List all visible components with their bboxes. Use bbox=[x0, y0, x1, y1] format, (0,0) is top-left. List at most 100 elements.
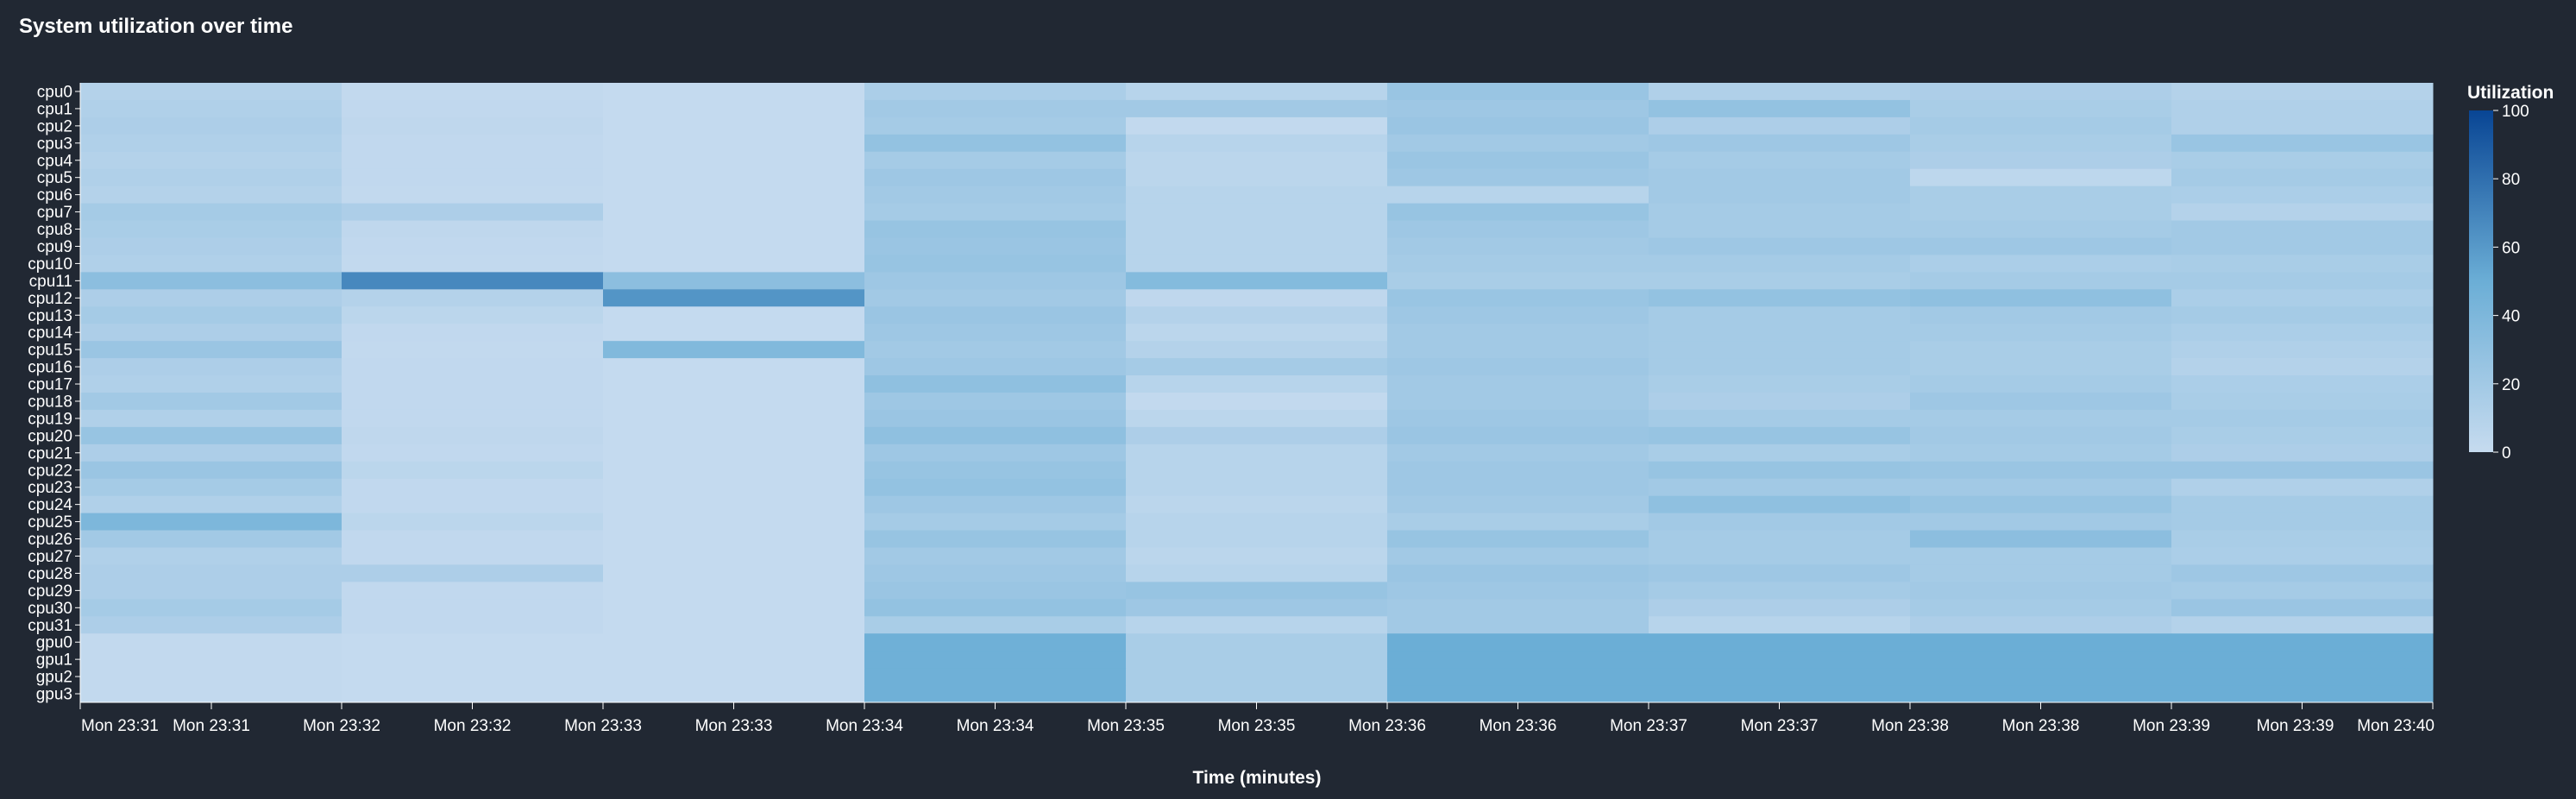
heatmap-cell bbox=[2171, 582, 2434, 600]
heatmap-cell bbox=[342, 409, 604, 428]
heatmap-cell bbox=[2171, 513, 2434, 532]
heatmap-cell bbox=[80, 358, 342, 376]
heatmap-cell bbox=[2171, 668, 2434, 686]
heatmap-cell bbox=[603, 220, 865, 238]
heatmap-cell bbox=[1387, 134, 1649, 153]
heatmap-cell bbox=[603, 83, 865, 101]
heatmap-cell bbox=[1387, 151, 1649, 170]
x-tick-label: Mon 23:32 bbox=[434, 717, 512, 735]
heatmap-cell bbox=[342, 426, 604, 445]
heatmap-cell bbox=[1126, 324, 1388, 342]
heatmap-cell bbox=[603, 186, 865, 204]
y-tick-label: cpu11 bbox=[29, 273, 72, 291]
y-tick-label: cpu9 bbox=[37, 238, 72, 256]
heatmap-cell bbox=[342, 272, 604, 290]
y-tick-label: cpu31 bbox=[28, 617, 72, 635]
heatmap-cell bbox=[1387, 616, 1649, 634]
heatmap-cell bbox=[342, 186, 604, 204]
heatmap-cell bbox=[1910, 547, 2172, 565]
heatmap-cell bbox=[2171, 651, 2434, 669]
heatmap-cell bbox=[1387, 289, 1649, 307]
heatmap-cell bbox=[603, 99, 865, 118]
heatmap-cells bbox=[80, 83, 2434, 703]
heatmap-cell bbox=[80, 668, 342, 686]
heatmap-cell bbox=[2171, 289, 2434, 307]
heatmap-cell bbox=[80, 116, 342, 135]
heatmap-cell bbox=[864, 341, 1127, 359]
heatmap-cell bbox=[1649, 237, 1911, 255]
heatmap-cell bbox=[603, 651, 865, 669]
heatmap-cell bbox=[1387, 564, 1649, 582]
heatmap-cell bbox=[1126, 513, 1388, 532]
x-axis-title: Time (minutes) bbox=[1193, 768, 1322, 788]
x-tick-label: Mon 23:37 bbox=[1610, 717, 1687, 735]
heatmap-cell bbox=[1387, 530, 1649, 548]
heatmap-cell bbox=[864, 83, 1127, 101]
heatmap-cell bbox=[80, 685, 342, 703]
heatmap-cell bbox=[1387, 599, 1649, 617]
heatmap-cell bbox=[80, 582, 342, 600]
y-tick-label: cpu19 bbox=[28, 410, 72, 428]
heatmap-cell bbox=[603, 134, 865, 153]
heatmap-cell bbox=[342, 668, 604, 686]
heatmap-cell bbox=[1910, 237, 2172, 255]
heatmap-cell bbox=[1910, 203, 2172, 222]
heatmap-cell bbox=[603, 668, 865, 686]
heatmap-cell bbox=[1910, 272, 2172, 290]
heatmap-cell bbox=[864, 582, 1127, 600]
heatmap-cell bbox=[603, 306, 865, 324]
heatmap-cell bbox=[342, 461, 604, 480]
heatmap-cell bbox=[1910, 478, 2172, 497]
y-tick-label: gpu3 bbox=[36, 686, 72, 704]
heatmap-cell bbox=[1910, 375, 2172, 393]
y-tick-label: cpu16 bbox=[28, 359, 72, 377]
x-tick-label: Mon 23:33 bbox=[564, 717, 642, 735]
heatmap-cell bbox=[2171, 530, 2434, 548]
heatmap-cell bbox=[1126, 255, 1388, 273]
heatmap-cell bbox=[603, 599, 865, 617]
heatmap-cell bbox=[2171, 633, 2434, 651]
heatmap-cell bbox=[80, 289, 342, 307]
heatmap-cell bbox=[342, 530, 604, 548]
heatmap-cell bbox=[2171, 306, 2434, 324]
heatmap-cell bbox=[1126, 495, 1388, 514]
y-tick-label: cpu5 bbox=[37, 169, 72, 187]
heatmap-cell bbox=[1126, 151, 1388, 170]
heatmap-cell bbox=[2171, 134, 2434, 153]
heatmap-cell bbox=[1649, 186, 1911, 204]
y-tick-label: cpu30 bbox=[28, 600, 72, 618]
heatmap-cell bbox=[1126, 582, 1388, 600]
heatmap-cell bbox=[1387, 168, 1649, 187]
heatmap-cell bbox=[1387, 255, 1649, 273]
y-tick-label: cpu17 bbox=[28, 376, 72, 394]
legend-tick-label: 80 bbox=[2502, 171, 2520, 189]
x-tick-label: Mon 23:33 bbox=[695, 717, 773, 735]
heatmap-cell bbox=[80, 255, 342, 273]
heatmap-cell bbox=[1910, 151, 2172, 170]
legend-tick-label: 40 bbox=[2502, 308, 2520, 326]
heatmap-cell bbox=[80, 495, 342, 514]
heatmap-cell bbox=[1649, 513, 1911, 532]
heatmap-cell bbox=[864, 375, 1127, 393]
heatmap-cell bbox=[1387, 358, 1649, 376]
heatmap-cell bbox=[80, 616, 342, 634]
heatmap-cell bbox=[342, 582, 604, 600]
heatmap-cell bbox=[864, 616, 1127, 634]
heatmap-cell bbox=[2171, 444, 2434, 462]
heatmap-cell bbox=[1649, 324, 1911, 342]
heatmap-cell bbox=[1910, 289, 2172, 307]
heatmap-cell bbox=[342, 203, 604, 222]
heatmap-cell bbox=[864, 272, 1127, 290]
heatmap-cell bbox=[1910, 530, 2172, 548]
heatmap-cell bbox=[2171, 324, 2434, 342]
heatmap-cell bbox=[342, 168, 604, 187]
heatmap-cell bbox=[864, 564, 1127, 582]
y-tick-label: cpu18 bbox=[28, 393, 72, 411]
heatmap-cell bbox=[80, 186, 342, 204]
heatmap-cell bbox=[1387, 237, 1649, 255]
heatmap-cell bbox=[603, 530, 865, 548]
y-tick-label: cpu3 bbox=[37, 135, 72, 153]
heatmap-cell bbox=[80, 513, 342, 532]
heatmap-cell bbox=[1126, 426, 1388, 445]
